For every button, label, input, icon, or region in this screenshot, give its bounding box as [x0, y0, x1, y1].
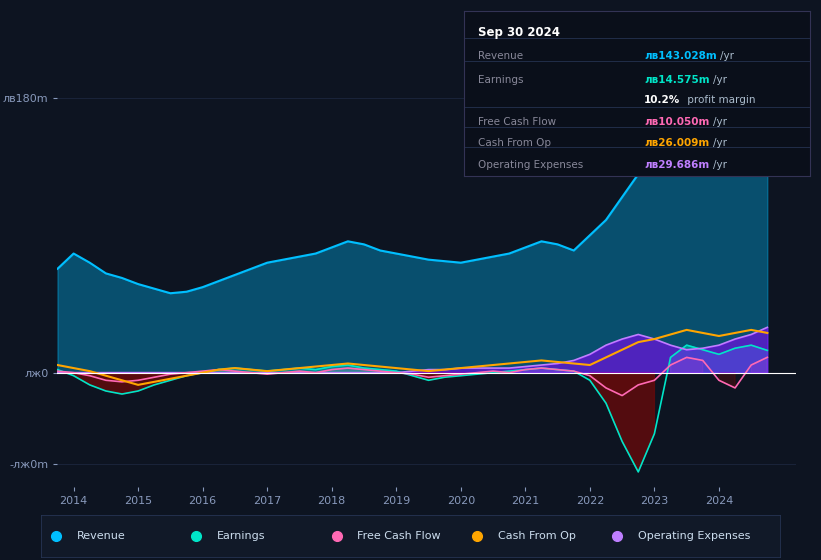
Text: Cash From Op: Cash From Op: [498, 531, 576, 541]
Text: лв26.009m: лв26.009m: [644, 138, 709, 148]
Text: profit margin: profit margin: [684, 95, 755, 105]
Text: лв10.050m: лв10.050m: [644, 117, 709, 127]
Text: /yr: /yr: [713, 138, 727, 148]
Text: Revenue: Revenue: [76, 531, 126, 541]
Text: /yr: /yr: [713, 117, 727, 127]
Text: /yr: /yr: [713, 160, 727, 170]
Text: лв14.575m: лв14.575m: [644, 75, 709, 85]
Text: лв29.686m: лв29.686m: [644, 160, 709, 170]
Text: Operating Expenses: Operating Expenses: [638, 531, 750, 541]
Text: Earnings: Earnings: [217, 531, 265, 541]
Text: Sep 30 2024: Sep 30 2024: [478, 26, 560, 39]
Text: Revenue: Revenue: [478, 51, 523, 61]
Text: /yr: /yr: [720, 51, 734, 61]
Text: Operating Expenses: Operating Expenses: [478, 160, 583, 170]
Text: Free Cash Flow: Free Cash Flow: [357, 531, 441, 541]
Text: 10.2%: 10.2%: [644, 95, 681, 105]
Text: Earnings: Earnings: [478, 75, 523, 85]
Text: Cash From Op: Cash From Op: [478, 138, 551, 148]
Text: /yr: /yr: [713, 75, 727, 85]
Text: лв143.028m: лв143.028m: [644, 51, 717, 61]
Text: Free Cash Flow: Free Cash Flow: [478, 117, 556, 127]
